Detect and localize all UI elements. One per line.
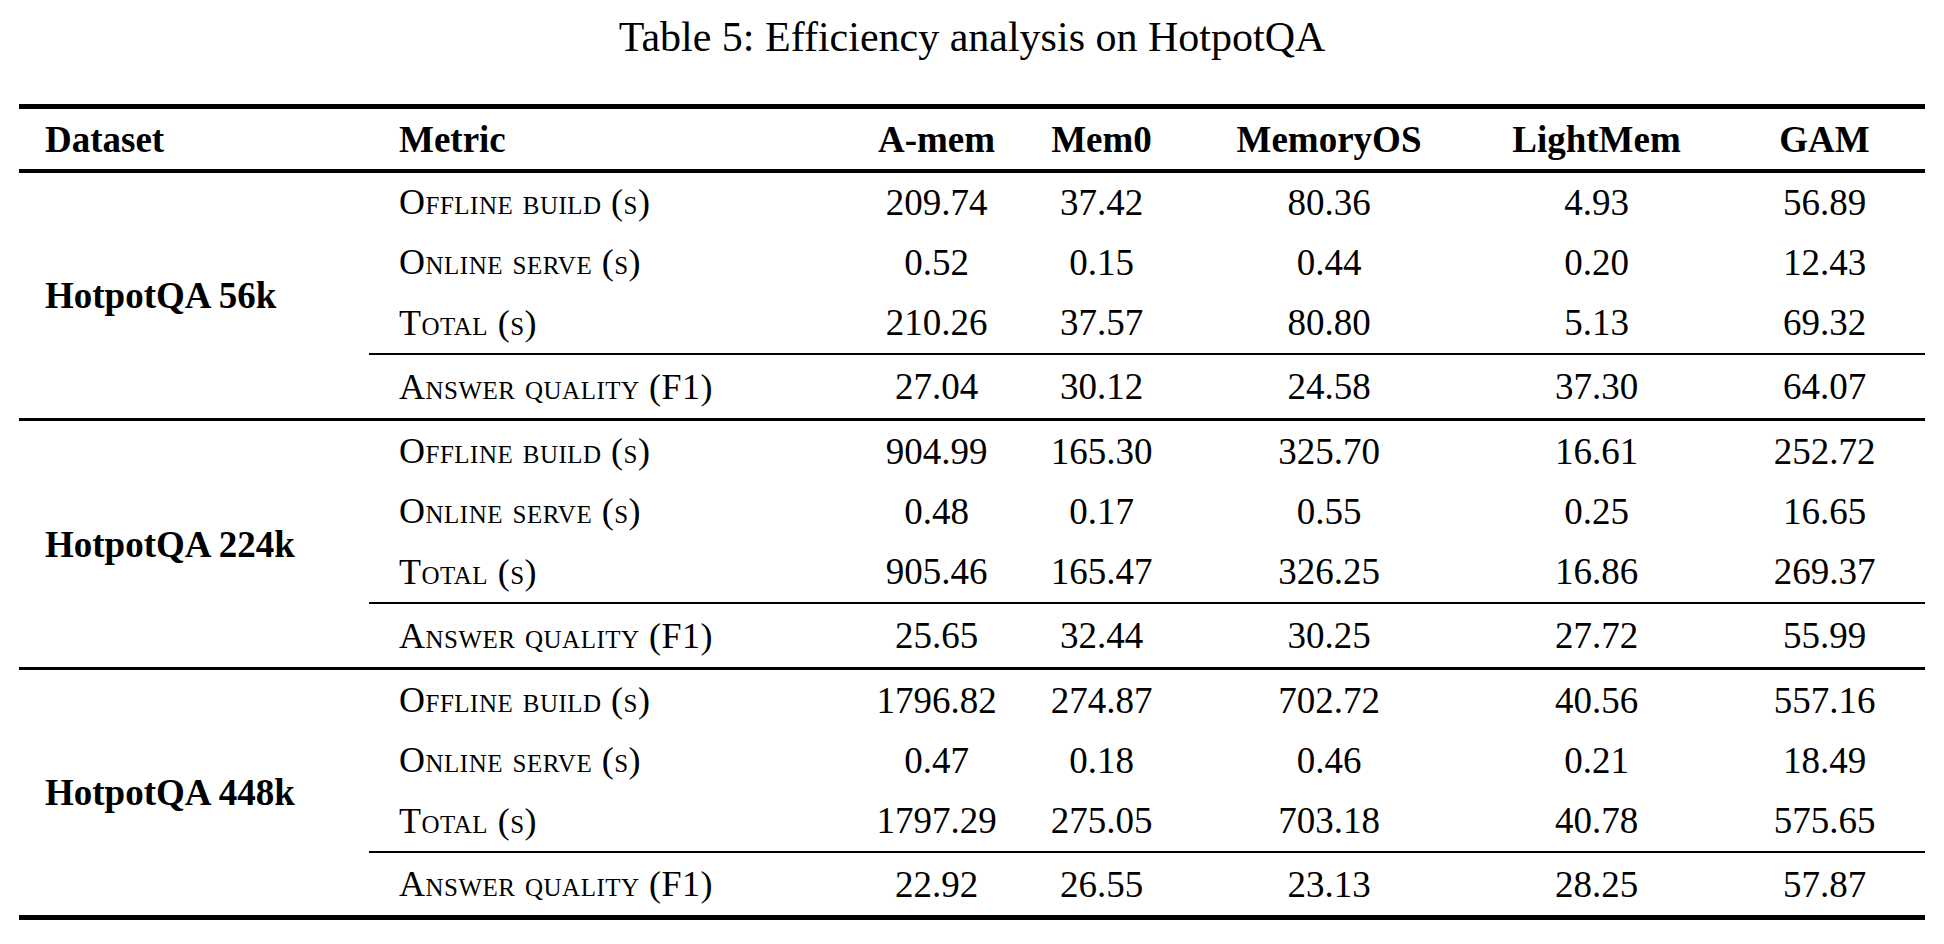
value-cell: 27.04: [859, 354, 1014, 420]
value-cell: 16.86: [1469, 542, 1724, 603]
metric-label: Online serve (s): [369, 232, 859, 293]
metric-label: Offline build (s): [369, 669, 859, 730]
table-row: HotpotQA 56k Offline build (s) 209.74 37…: [19, 171, 1925, 232]
metric-label: Offline build (s): [369, 420, 859, 481]
metric-label: Total (s): [369, 791, 859, 852]
value-cell: 25.65: [859, 603, 1014, 669]
value-cell: 0.17: [1014, 481, 1189, 542]
value-cell: 69.32: [1724, 293, 1925, 354]
dataset-label: HotpotQA 224k: [19, 420, 369, 669]
header-dataset: Dataset: [19, 107, 369, 171]
value-cell: 5.13: [1469, 293, 1724, 354]
value-cell: 55.99: [1724, 603, 1925, 669]
value-cell: 18.49: [1724, 730, 1925, 791]
header-row: Dataset Metric A-mem Mem0 MemoryOS Light…: [19, 107, 1925, 171]
group-hotpotqa-448k: HotpotQA 448k Offline build (s) 1796.82 …: [19, 669, 1925, 918]
value-cell: 703.18: [1189, 791, 1469, 852]
value-cell: 28.25: [1469, 852, 1724, 918]
value-cell: 557.16: [1724, 669, 1925, 730]
value-cell: 30.12: [1014, 354, 1189, 420]
value-cell: 57.87: [1724, 852, 1925, 918]
value-cell: 27.72: [1469, 603, 1724, 669]
value-cell: 0.46: [1189, 730, 1469, 791]
value-cell: 37.30: [1469, 354, 1724, 420]
value-cell: 0.15: [1014, 232, 1189, 293]
value-cell: 209.74: [859, 171, 1014, 232]
header-mem0: Mem0: [1014, 107, 1189, 171]
header-metric: Metric: [369, 107, 859, 171]
value-cell: 0.21: [1469, 730, 1724, 791]
value-cell: 56.89: [1724, 171, 1925, 232]
value-cell: 4.93: [1469, 171, 1724, 232]
value-cell: 0.52: [859, 232, 1014, 293]
value-cell: 165.30: [1014, 420, 1189, 481]
value-cell: 0.47: [859, 730, 1014, 791]
value-cell: 37.42: [1014, 171, 1189, 232]
metric-label: Answer quality (F1): [369, 852, 859, 918]
value-cell: 80.80: [1189, 293, 1469, 354]
value-cell: 40.56: [1469, 669, 1724, 730]
table-row: HotpotQA 448k Offline build (s) 1796.82 …: [19, 669, 1925, 730]
value-cell: 210.26: [859, 293, 1014, 354]
metric-label: Online serve (s): [369, 481, 859, 542]
metric-label: Total (s): [369, 542, 859, 603]
metric-label: Offline build (s): [369, 171, 859, 232]
value-cell: 165.47: [1014, 542, 1189, 603]
value-cell: 275.05: [1014, 791, 1189, 852]
value-cell: 0.44: [1189, 232, 1469, 293]
value-cell: 24.58: [1189, 354, 1469, 420]
group-hotpotqa-56k: HotpotQA 56k Offline build (s) 209.74 37…: [19, 171, 1925, 420]
metric-label: Answer quality (F1): [369, 603, 859, 669]
value-cell: 0.20: [1469, 232, 1724, 293]
header-a-mem: A-mem: [859, 107, 1014, 171]
value-cell: 269.37: [1724, 542, 1925, 603]
table-caption: Table 5: Efficiency analysis on HotpotQA: [0, 0, 1944, 62]
table-header: Dataset Metric A-mem Mem0 MemoryOS Light…: [19, 107, 1925, 171]
value-cell: 22.92: [859, 852, 1014, 918]
value-cell: 0.48: [859, 481, 1014, 542]
value-cell: 12.43: [1724, 232, 1925, 293]
value-cell: 904.99: [859, 420, 1014, 481]
value-cell: 37.57: [1014, 293, 1189, 354]
value-cell: 274.87: [1014, 669, 1189, 730]
efficiency-table: Dataset Metric A-mem Mem0 MemoryOS Light…: [19, 104, 1925, 920]
value-cell: 16.65: [1724, 481, 1925, 542]
value-cell: 26.55: [1014, 852, 1189, 918]
value-cell: 16.61: [1469, 420, 1724, 481]
value-cell: 0.18: [1014, 730, 1189, 791]
metric-label: Answer quality (F1): [369, 354, 859, 420]
value-cell: 905.46: [859, 542, 1014, 603]
value-cell: 0.25: [1469, 481, 1724, 542]
value-cell: 0.55: [1189, 481, 1469, 542]
header-gam: GAM: [1724, 107, 1925, 171]
value-cell: 325.70: [1189, 420, 1469, 481]
value-cell: 80.36: [1189, 171, 1469, 232]
value-cell: 23.13: [1189, 852, 1469, 918]
value-cell: 30.25: [1189, 603, 1469, 669]
group-hotpotqa-224k: HotpotQA 224k Offline build (s) 904.99 1…: [19, 420, 1925, 669]
dataset-label: HotpotQA 448k: [19, 669, 369, 918]
header-lightmem: LightMem: [1469, 107, 1724, 171]
metric-label: Online serve (s): [369, 730, 859, 791]
table-row: HotpotQA 224k Offline build (s) 904.99 1…: [19, 420, 1925, 481]
header-memoryos: MemoryOS: [1189, 107, 1469, 171]
value-cell: 702.72: [1189, 669, 1469, 730]
value-cell: 252.72: [1724, 420, 1925, 481]
value-cell: 40.78: [1469, 791, 1724, 852]
dataset-label: HotpotQA 56k: [19, 171, 369, 420]
value-cell: 575.65: [1724, 791, 1925, 852]
value-cell: 32.44: [1014, 603, 1189, 669]
value-cell: 1796.82: [859, 669, 1014, 730]
value-cell: 1797.29: [859, 791, 1014, 852]
metric-label: Total (s): [369, 293, 859, 354]
value-cell: 326.25: [1189, 542, 1469, 603]
value-cell: 64.07: [1724, 354, 1925, 420]
